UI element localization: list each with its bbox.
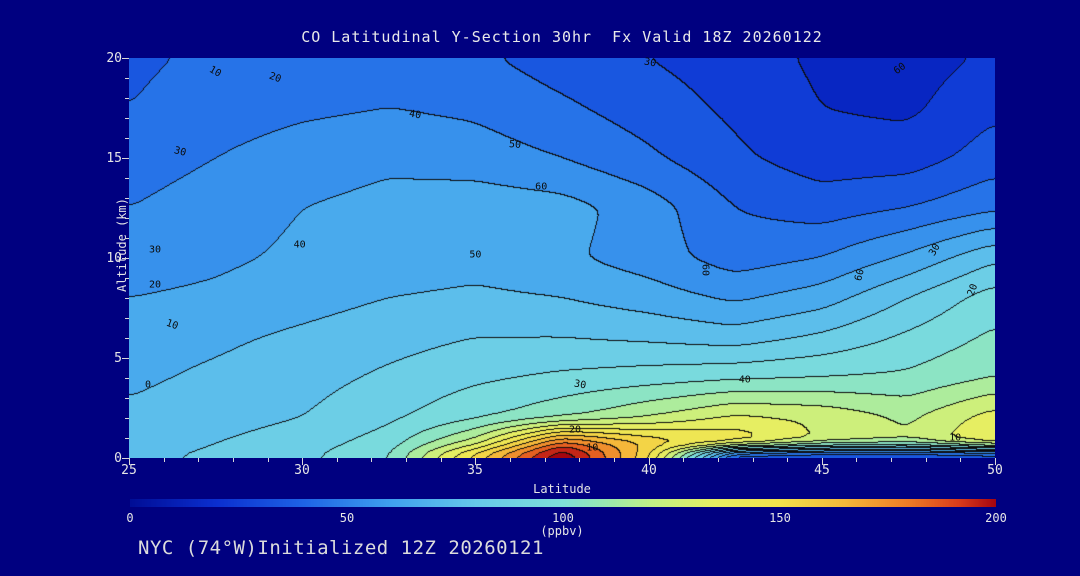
axis-tick-mark [891, 458, 892, 462]
plot-area: 10 20 30 60 40 30 50 60 30 40 50 20 60 60 30 20 10 0 30 40 2… [129, 56, 995, 458]
axis-tick-mark [926, 458, 927, 462]
axis-tick-mark [960, 458, 961, 462]
axis-tick-mark [125, 418, 129, 419]
axis-tick-mark [268, 458, 269, 462]
axis-tick-mark [545, 458, 546, 462]
axis-tick-mark [441, 458, 442, 462]
axis-tick-mark [122, 58, 129, 59]
page-title: CO Latitudinal Y-Section 30hr Fx Valid 1… [301, 28, 823, 46]
y-tick-label: 5 [114, 351, 122, 366]
axis-tick-mark [122, 358, 129, 359]
axis-tick-mark [787, 458, 788, 462]
axis-tick-mark [337, 458, 338, 462]
axis-tick-mark [475, 458, 476, 465]
axis-tick-mark [122, 458, 129, 459]
colorbar-units-label: (ppbv) [540, 524, 584, 538]
y-tick-label: 15 [106, 151, 122, 166]
axis-tick-mark [198, 458, 199, 462]
colorbar-tick-label: 0 [126, 511, 134, 525]
x-tick-label: 30 [294, 463, 310, 478]
axis-tick-mark [718, 458, 719, 462]
axis-tick-mark [125, 218, 129, 219]
x-tick-label: 25 [121, 463, 137, 478]
axis-tick-mark [125, 438, 129, 439]
axis-tick-mark [164, 458, 165, 462]
x-tick-label: 45 [814, 463, 830, 478]
x-axis-label: Latitude [533, 482, 591, 496]
axis-tick-mark [125, 78, 129, 79]
axis-tick-mark [649, 458, 650, 465]
axis-tick-mark [125, 198, 129, 199]
y-tick-label: 10 [106, 251, 122, 266]
axis-tick-mark [822, 458, 823, 465]
colorbar-tick-label: 200 [985, 511, 1007, 525]
y-tick-label: 0 [114, 451, 122, 466]
axis-tick-mark [125, 318, 129, 319]
contour-plot-canvas [129, 58, 995, 458]
colorbar-tick-label: 50 [339, 511, 355, 525]
axis-tick-mark [579, 458, 580, 462]
axis-tick-mark [125, 178, 129, 179]
axis-tick-mark [995, 458, 996, 465]
axis-tick-mark [510, 458, 511, 462]
axis-tick-mark [233, 458, 234, 462]
axis-tick-mark [125, 398, 129, 399]
colorbar-tick-label: 100 [552, 511, 574, 525]
axis-tick-mark [125, 278, 129, 279]
axis-tick-mark [753, 458, 754, 462]
axis-tick-mark [125, 138, 129, 139]
axis-tick-mark [125, 378, 129, 379]
colorbar [130, 499, 996, 507]
axis-tick-mark [122, 158, 129, 159]
axis-tick-mark [125, 118, 129, 119]
axis-tick-mark [406, 458, 407, 462]
colorbar-tick-label: 150 [769, 511, 791, 525]
x-tick-label: 40 [641, 463, 657, 478]
axis-tick-mark [371, 458, 372, 462]
axis-tick-mark [125, 238, 129, 239]
axis-tick-mark [125, 298, 129, 299]
y-tick-label: 20 [106, 51, 122, 66]
footer-init-label: NYC (74°W)Initialized 12Z 20260121 [138, 537, 544, 559]
axis-tick-mark [122, 258, 129, 259]
y-axis-label: Altitude (km) [115, 198, 129, 292]
axis-tick-mark [856, 458, 857, 462]
axis-tick-mark [129, 458, 130, 465]
axis-tick-mark [683, 458, 684, 462]
x-tick-label: 50 [987, 463, 1003, 478]
axis-tick-mark [125, 338, 129, 339]
axis-tick-mark [125, 98, 129, 99]
axis-tick-mark [614, 458, 615, 462]
axis-tick-mark [302, 458, 303, 465]
x-tick-label: 35 [467, 463, 483, 478]
